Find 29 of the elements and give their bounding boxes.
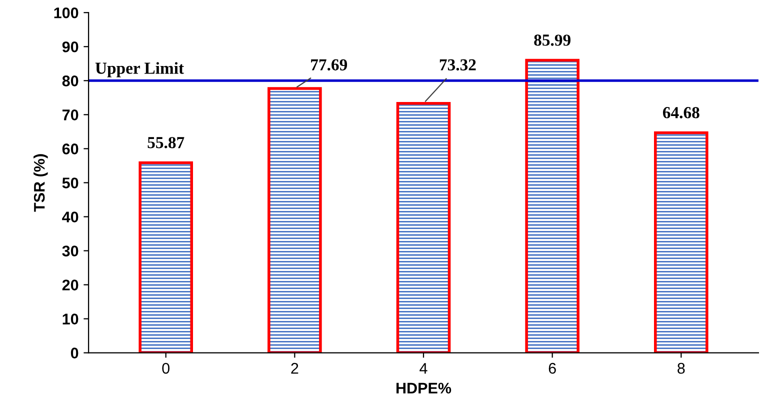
- data-label: 73.32: [440, 59, 476, 71]
- ref-line-label: Upper Limit: [95, 62, 184, 78]
- y-tick-label: 50: [62, 178, 78, 188]
- bar: [654, 131, 708, 353]
- bar: [396, 102, 451, 353]
- data-label: 55.87: [148, 136, 184, 148]
- x-axis-title: HDPE%: [396, 382, 452, 394]
- y-tick-label: 40: [62, 212, 78, 222]
- y-tick-label: 30: [62, 246, 78, 256]
- y-tick-label: 70: [62, 110, 78, 120]
- x-tick-label: 0: [162, 362, 170, 374]
- y-tick-label: 10: [62, 314, 78, 324]
- x-tick-label: 2: [291, 362, 298, 374]
- data-label: 85.99: [534, 34, 570, 46]
- bar: [138, 161, 193, 353]
- bar: [268, 87, 322, 353]
- y-tick-label: 80: [62, 76, 78, 86]
- bar: [525, 58, 580, 353]
- x-tick-label: 6: [548, 362, 556, 374]
- y-axis-title: TSR (%): [34, 154, 48, 212]
- x-tick-label: 8: [678, 362, 685, 374]
- y-tick-label: 90: [62, 41, 78, 52]
- y-tick-label: 100: [54, 7, 78, 18]
- data-label: 64.68: [662, 107, 700, 118]
- x-tick-label: 4: [420, 363, 428, 374]
- y-tick-label: 20: [62, 280, 78, 290]
- y-tick-label: 60: [62, 144, 78, 154]
- y-tick-label: 0: [70, 348, 78, 358]
- data-label: 77.69: [311, 59, 348, 71]
